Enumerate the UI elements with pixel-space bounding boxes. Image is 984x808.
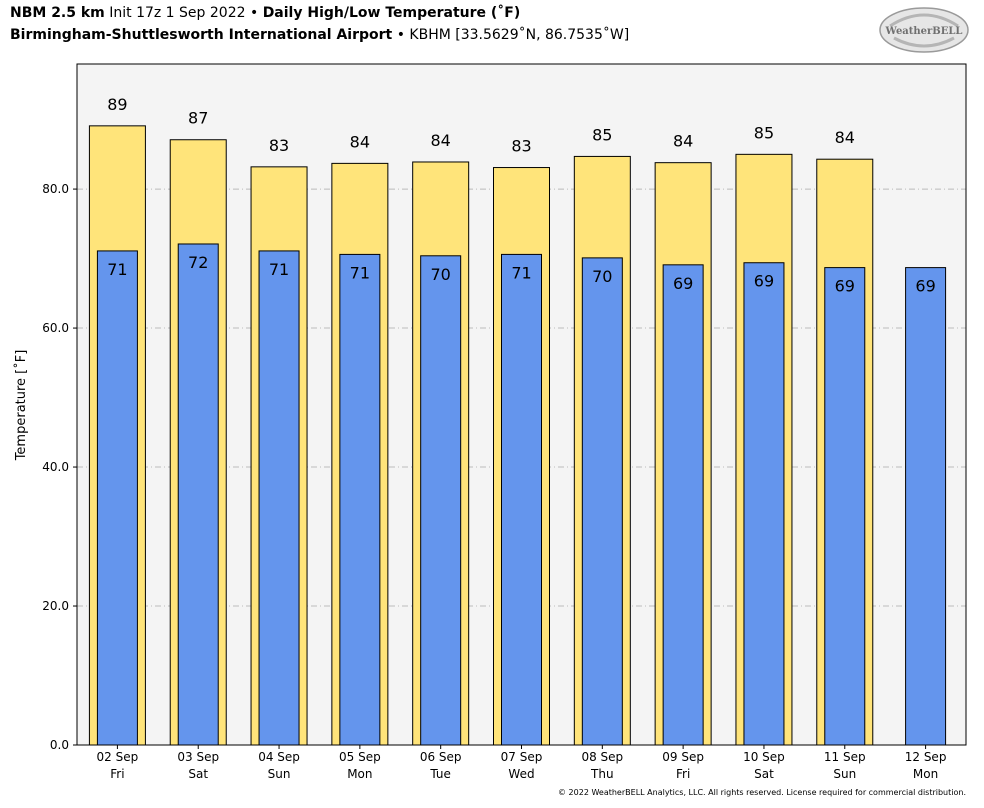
x-tick-date: 08 Sep (581, 750, 623, 764)
high-temp-label: 85 (592, 125, 612, 144)
x-tick-weekday: Mon (913, 767, 938, 781)
low-temp-bar (662, 264, 704, 746)
chart-header-line-2: Birmingham-Shuttlesworth International A… (10, 27, 629, 43)
x-tick-date: 02 Sep (97, 750, 139, 764)
x-tick-date: 05 Sep (339, 750, 381, 764)
x-tick-date: 11 Sep (824, 750, 866, 764)
station-info: KBHM [33.5629˚N, 86.7535˚W] (409, 27, 630, 43)
low-temp-label: 71 (107, 260, 127, 279)
x-tick-date: 04 Sep (258, 750, 300, 764)
low-temp-bar (339, 253, 381, 746)
high-temp-label: 84 (835, 128, 855, 147)
x-tick-weekday: Fri (110, 767, 124, 781)
x-tick-weekday: Thu (590, 767, 614, 781)
chart-header-line-1: NBM 2.5 km Init 17z 1 Sep 2022 • Daily H… (10, 5, 520, 21)
x-tick-weekday: Wed (508, 767, 534, 781)
low-temp-label: 69 (673, 274, 693, 293)
product-title: Daily High/Low Temperature (˚F) (262, 5, 521, 21)
bullet-2: • (396, 27, 405, 43)
high-temp-label: 84 (350, 132, 370, 151)
y-tick-label: 0.0 (50, 738, 69, 752)
low-temp-label: 71 (350, 263, 370, 282)
model-name: NBM 2.5 km (10, 5, 105, 21)
low-temp-bar (258, 250, 300, 746)
low-temp-label: 70 (431, 265, 451, 284)
x-tick-date: 07 Sep (501, 750, 543, 764)
x-tick-weekday: Tue (429, 767, 451, 781)
x-tick-date: 06 Sep (420, 750, 462, 764)
low-temp-bar (420, 255, 462, 746)
low-temp-label: 70 (592, 267, 612, 286)
low-temp-label: 69 (754, 272, 774, 291)
x-tick-date: 10 Sep (743, 750, 785, 764)
low-temp-label: 72 (188, 253, 208, 272)
high-temp-label: 87 (188, 109, 208, 128)
low-temp-bar (501, 253, 542, 746)
x-tick-weekday: Sun (833, 767, 856, 781)
low-temp-bar (743, 262, 785, 746)
bullet-1: • (249, 5, 259, 21)
high-temp-label: 83 (511, 137, 531, 156)
low-temp-bar (581, 257, 623, 746)
low-temp-bar (177, 243, 219, 746)
station-name: Birmingham-Shuttlesworth International A… (10, 27, 393, 43)
low-temp-label: 69 (835, 277, 855, 296)
low-temp-label: 71 (511, 263, 531, 282)
high-temp-label: 89 (107, 95, 127, 114)
low-temp-bar (96, 250, 138, 746)
high-temp-label: 84 (431, 131, 451, 150)
y-axis-label: Temperature [˚F] (13, 350, 29, 462)
x-tick-date: 03 Sep (177, 750, 219, 764)
x-tick-weekday: Fri (676, 767, 690, 781)
high-temp-label: 84 (673, 132, 693, 151)
low-temp-label: 69 (915, 277, 935, 296)
high-temp-label: 83 (269, 136, 289, 155)
x-tick-date: 12 Sep (905, 750, 947, 764)
high-temp-label: 85 (754, 123, 774, 142)
y-tick-label: 80.0 (42, 182, 69, 196)
low-temp-bar (824, 267, 866, 746)
weatherbell-logo: WeatherBELL (879, 7, 969, 53)
init-time: Init 17z 1 Sep 2022 (109, 5, 246, 21)
low-temp-bar (905, 267, 947, 746)
y-tick-label: 40.0 (42, 460, 69, 474)
y-tick-label: 20.0 (42, 599, 69, 613)
copyright-notice: © 2022 WeatherBELL Analytics, LLC. All r… (558, 788, 966, 797)
x-tick-weekday: Sat (754, 767, 774, 781)
x-tick-date: 09 Sep (662, 750, 704, 764)
x-tick-weekday: Sun (268, 767, 291, 781)
x-tick-weekday: Sat (188, 767, 208, 781)
logo-text: WeatherBELL (885, 26, 963, 37)
x-tick-weekday: Mon (347, 767, 372, 781)
low-temp-label: 71 (269, 260, 289, 279)
y-tick-label: 60.0 (42, 321, 69, 335)
